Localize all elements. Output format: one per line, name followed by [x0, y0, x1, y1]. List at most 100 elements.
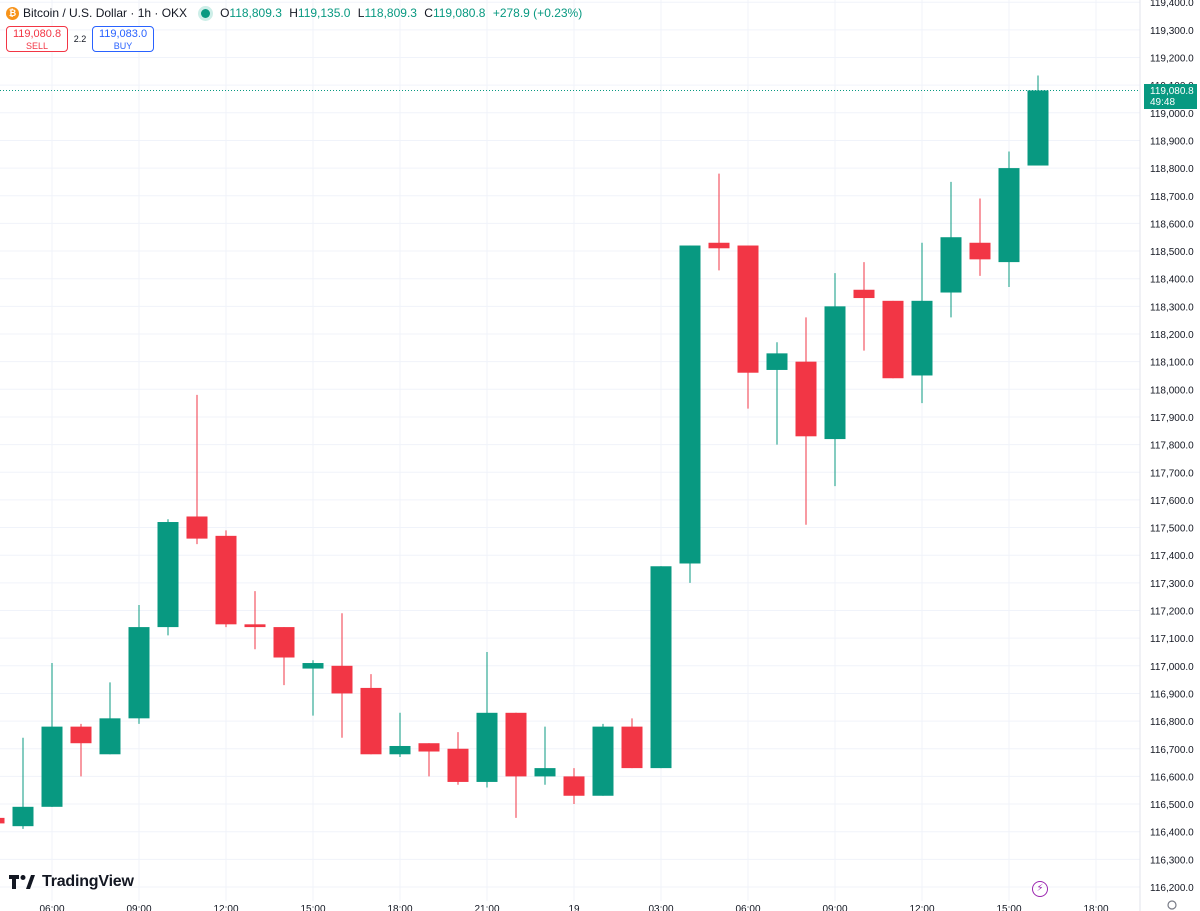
- last-price-value: 119,080.8: [1150, 86, 1194, 97]
- brand-name: TradingView: [42, 873, 134, 890]
- candle-body: [389, 745, 411, 755]
- price-axis[interactable]: 116,200.0 116,300.0 116,400.0 116,500.0 116,…: [1150, 0, 1194, 894]
- candle-body: [737, 245, 759, 373]
- price-tick-label: 117,800.0: [1150, 441, 1194, 452]
- candle[interactable]: [969, 198, 991, 276]
- candle[interactable]: [128, 604, 150, 724]
- tradingview-logo-icon: [9, 875, 35, 889]
- symbol-legend[interactable]: ₿ Bitcoin / U.S. Dollar · 1h · OKX O118,…: [6, 6, 586, 20]
- candle[interactable]: [563, 768, 585, 805]
- tradingview-logo[interactable]: TradingView: [9, 873, 134, 891]
- candle[interactable]: [360, 674, 382, 755]
- candle[interactable]: [302, 660, 324, 716]
- candle[interactable]: [824, 273, 846, 487]
- candle[interactable]: [1027, 75, 1049, 166]
- price-tick-label: 119,200.0: [1150, 54, 1194, 65]
- candle-body: [128, 627, 150, 719]
- candle[interactable]: [621, 718, 643, 769]
- candle-body: [418, 743, 440, 752]
- candle[interactable]: [911, 242, 933, 404]
- candle-body: [70, 726, 92, 744]
- time-tick-label: 03:00: [648, 904, 673, 911]
- grid-lines: [0, 0, 1141, 911]
- candle[interactable]: [998, 151, 1020, 287]
- price-tick-label: 117,200.0: [1150, 607, 1194, 618]
- candle[interactable]: [679, 245, 701, 583]
- candle-body: [708, 242, 730, 249]
- candle[interactable]: [215, 530, 237, 628]
- candle[interactable]: [766, 342, 788, 445]
- symbol-title[interactable]: Bitcoin / U.S. Dollar · 1h · OKX: [23, 6, 188, 20]
- price-tick-label: 118,900.0: [1150, 136, 1194, 147]
- close-value: 119,080.8: [432, 6, 486, 20]
- price-tick-label: 117,300.0: [1150, 579, 1194, 590]
- candle[interactable]: [99, 682, 121, 755]
- candle-body: [998, 168, 1020, 263]
- spread-value: 2.2: [73, 34, 87, 44]
- candle[interactable]: [12, 737, 34, 829]
- candle-body: [476, 712, 498, 782]
- price-tick-label: 118,700.0: [1150, 192, 1194, 203]
- candle[interactable]: [157, 519, 179, 636]
- price-tick-label: 116,300.0: [1150, 855, 1194, 866]
- price-tick-label: 119,000.0: [1150, 109, 1194, 120]
- price-tick-label: 116,800.0: [1150, 717, 1194, 728]
- candle[interactable]: [70, 723, 92, 777]
- price-tick-label: 118,800.0: [1150, 164, 1194, 175]
- candle[interactable]: [331, 613, 353, 738]
- candle[interactable]: [795, 317, 817, 525]
- candle-body: [563, 776, 585, 796]
- price-tick-label: 118,000.0: [1150, 385, 1194, 396]
- candle[interactable]: [273, 627, 295, 686]
- price-tick-label: 117,600.0: [1150, 496, 1194, 507]
- candle[interactable]: [186, 394, 208, 545]
- price-tick-label: 119,400.0: [1150, 0, 1194, 9]
- candle-body: [882, 300, 904, 379]
- candle[interactable]: [592, 723, 614, 796]
- candle[interactable]: [447, 732, 469, 785]
- candle[interactable]: [940, 181, 962, 318]
- price-tick-label: 119,300.0: [1150, 26, 1194, 37]
- candle[interactable]: [534, 726, 556, 785]
- candle[interactable]: [244, 591, 266, 650]
- candle[interactable]: [708, 173, 730, 271]
- time-tick-label: 19: [568, 904, 580, 911]
- time-axis[interactable]: 0006:0009:0012:0015:0018:0021:001903:000…: [0, 900, 1177, 911]
- candle-body: [969, 242, 991, 260]
- candle-body: [99, 718, 121, 755]
- candle[interactable]: [737, 245, 759, 409]
- candle-body: [360, 687, 382, 755]
- buy-button[interactable]: 119,083.0 BUY: [92, 26, 154, 52]
- low-value: 118,809.3: [364, 6, 417, 20]
- time-tick-label: 09:00: [822, 904, 847, 911]
- candles[interactable]: [0, 75, 1049, 829]
- price-tick-label: 116,500.0: [1150, 800, 1194, 811]
- time-tick-label: 15:00: [300, 904, 325, 911]
- candle[interactable]: [650, 566, 672, 769]
- candle-body: [621, 726, 643, 769]
- candle-body: [766, 353, 788, 370]
- candle[interactable]: [882, 300, 904, 379]
- candle[interactable]: [418, 743, 440, 777]
- time-tick-label: 06:00: [39, 904, 64, 911]
- lightning-icon[interactable]: ⚡: [1032, 881, 1048, 897]
- candle[interactable]: [476, 651, 498, 788]
- gear-icon[interactable]: [1167, 900, 1177, 910]
- candle[interactable]: [41, 663, 63, 807]
- sell-button[interactable]: 119,080.8 SELL: [6, 26, 68, 52]
- candle[interactable]: [0, 817, 5, 826]
- candle-body: [331, 665, 353, 694]
- price-tick-label: 116,200.0: [1150, 883, 1194, 894]
- candle[interactable]: [505, 712, 527, 818]
- candle[interactable]: [389, 712, 411, 758]
- open-value: 118,809.3: [229, 6, 282, 20]
- candle-body: [853, 289, 875, 299]
- time-tick-label: 15:00: [996, 904, 1021, 911]
- time-tick-label: 18:00: [1083, 904, 1108, 911]
- candle[interactable]: [853, 262, 875, 351]
- candle-body: [41, 726, 63, 807]
- price-tick-label: 117,400.0: [1150, 551, 1194, 562]
- candle-body: [0, 817, 5, 824]
- price-tick-label: 116,400.0: [1150, 828, 1194, 839]
